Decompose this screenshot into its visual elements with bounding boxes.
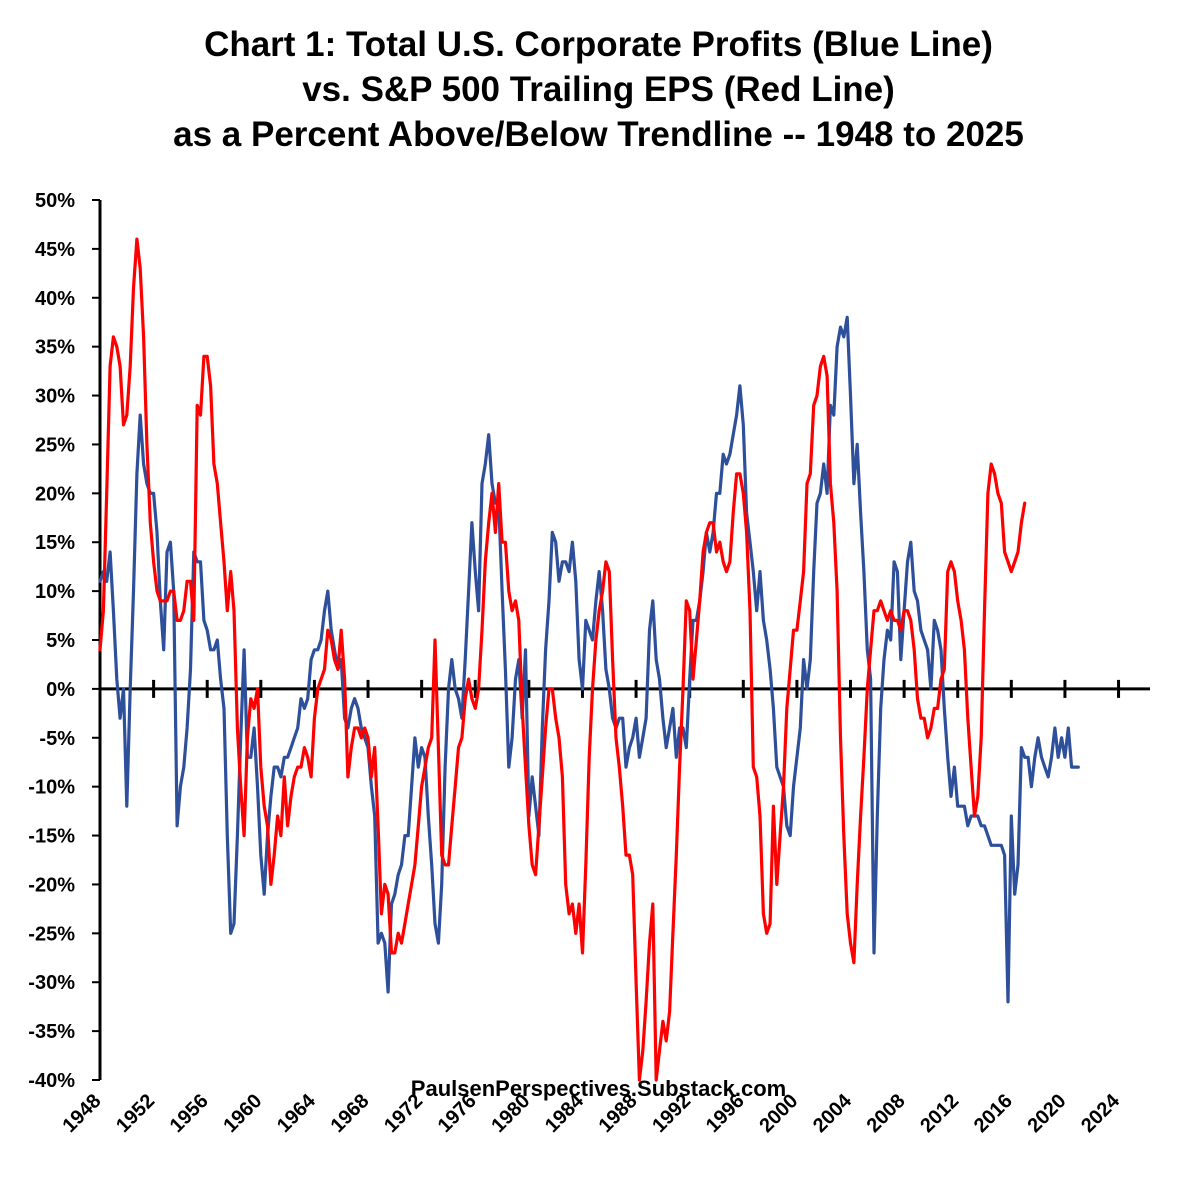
y-tick-label: 20% [35, 483, 75, 505]
y-tick-label: 25% [35, 434, 75, 456]
y-tick-label: 15% [35, 532, 75, 554]
chart-title: Chart 1: Total U.S. Corporate Profits (B… [0, 22, 1197, 157]
y-tick-label: -35% [28, 1021, 75, 1043]
chart-title-line-3: as a Percent Above/Below Trendline -- 19… [173, 115, 1024, 154]
chart-title-line-2: vs. S&P 500 Trailing EPS (Red Line) [302, 70, 895, 109]
axes [92, 199, 1150, 1081]
chart-title-line-1: Chart 1: Total U.S. Corporate Profits (B… [204, 25, 993, 64]
series-line-sp500-eps [98, 237, 1027, 1082]
y-tick-label: 35% [35, 337, 75, 359]
y-axis-tick-labels: 50% 45% 40% 35% 30% 25% 20% 15% 10% 5% 0% -5% -10% -1… [28, 190, 75, 1092]
series-group [98, 237, 1080, 1082]
y-tick-label: 0% [46, 679, 75, 701]
y-tick-label: -30% [28, 972, 75, 994]
y-tick-label: 5% [46, 630, 75, 652]
y-tick-label: 10% [35, 581, 75, 603]
series-line-corporate-profits [98, 315, 1080, 1004]
y-tick-label: 45% [35, 239, 75, 261]
watermark-text: PaulsenPerspectives.Substack.com [410, 1076, 787, 1101]
y-tick-label: -20% [28, 874, 75, 896]
y-tick-label: 30% [35, 386, 75, 408]
y-tick-label: -40% [28, 1070, 75, 1092]
y-tick-label: -10% [28, 777, 75, 799]
y-tick-label: 40% [35, 288, 75, 310]
y-tick-label: -5% [39, 728, 75, 750]
y-tick-label: -15% [28, 826, 75, 848]
y-tick-label: -25% [28, 923, 75, 945]
y-tick-label: 50% [35, 190, 75, 212]
